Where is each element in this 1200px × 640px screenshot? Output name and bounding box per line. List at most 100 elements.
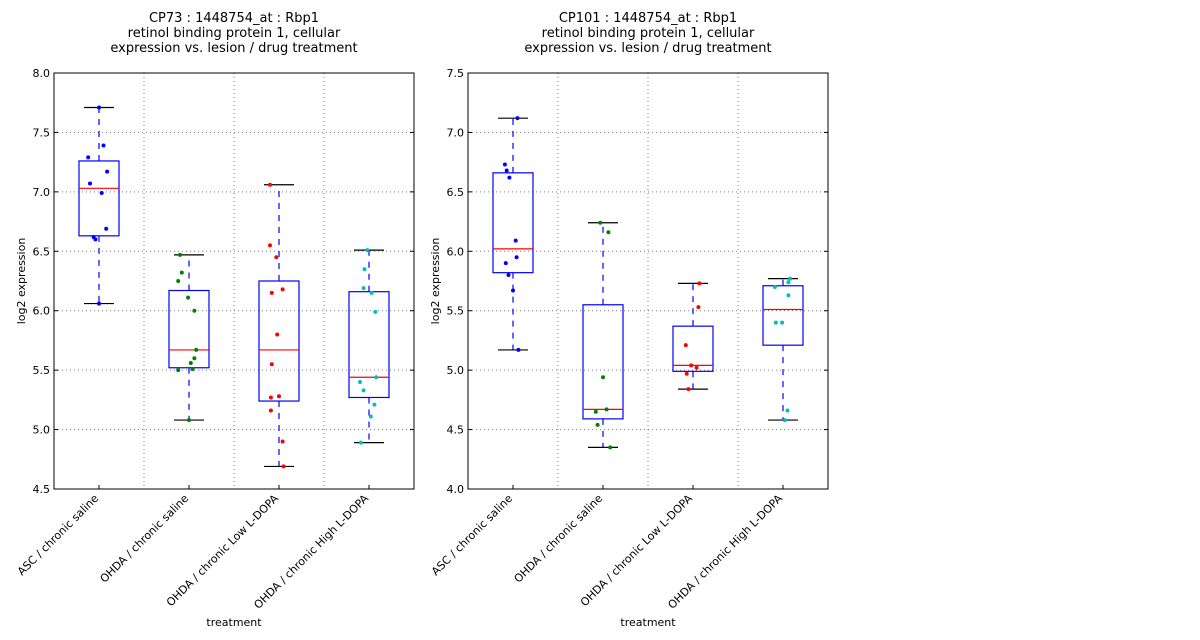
data-point [361,388,366,393]
data-point [372,402,377,407]
data-point [188,361,193,366]
y-tick-label: 7.0 [447,126,465,139]
data-point [782,418,787,423]
data-point [268,182,272,187]
box-group [492,116,534,352]
data-point [514,255,519,260]
data-point [684,371,689,376]
data-point [697,281,702,286]
box-group [348,248,390,445]
data-point [696,305,701,310]
data-point [274,255,279,260]
data-point [358,440,363,445]
data-point [97,301,101,306]
data-point [503,261,508,266]
data-point [595,422,600,427]
data-point [502,162,507,167]
data-point [365,248,370,253]
data-point [178,252,182,257]
y-tick-label: 4.5 [447,424,465,437]
box-iqr [258,280,300,402]
data-point [773,320,778,325]
y-tick-label: 5.5 [447,305,465,318]
data-point [190,366,195,371]
data-point [686,387,691,392]
data-point [604,407,609,412]
data-point [176,279,181,283]
box-group [258,182,300,469]
data-point [194,347,199,352]
box-group [168,252,210,423]
data-point [506,273,511,278]
chart-title-line: CP73 : 1448754_at : Rbp1 [149,11,319,26]
x-axis-label: treatment [620,616,676,629]
data-point [280,439,285,444]
box-iqr [78,160,120,237]
data-point [593,409,598,414]
box-iqr [672,325,714,372]
box-group [672,281,714,392]
data-point [368,414,373,419]
y-tick-label: 6.0 [447,245,465,258]
box-group [582,220,624,450]
data-point [361,286,366,291]
y-tick-label: 8.0 [33,67,51,80]
y-tick-label: 5.0 [33,424,51,437]
data-point [786,293,791,298]
data-point [362,267,367,272]
data-point [788,276,793,281]
box-iqr [582,304,624,420]
data-point [99,191,104,196]
y-tick-label: 7.5 [33,126,51,139]
data-point [280,287,285,292]
data-point [786,280,791,285]
data-point [179,270,184,275]
data-point [608,445,613,450]
data-point [104,226,109,231]
data-point [268,408,273,413]
y-tick-label: 4.0 [447,483,465,496]
data-point [516,347,521,352]
data-point [780,320,785,325]
data-point [507,175,512,180]
data-point [511,288,515,293]
box-group [78,105,120,306]
chart-title-line: expression vs. lesion / drug treatment [524,41,771,56]
chart-title-line: CP101 : 1448754_at : Rbp1 [559,11,737,26]
data-point [268,395,273,400]
y-tick-label: 6.0 [33,305,51,318]
chart-title-line: retinol binding protein 1, cellular [542,26,755,41]
plot-frame [53,72,415,490]
x-axis-label: treatment [206,616,262,629]
box-iqr [348,291,390,399]
y-tick-label: 5.0 [447,364,465,377]
data-point [358,380,362,385]
data-point [601,375,605,380]
data-point [93,237,98,242]
data-point [513,238,518,243]
data-point [186,295,191,300]
data-point [374,375,379,380]
data-point [373,309,378,314]
x-tick-label: OHDA / chronic saline [512,492,606,586]
data-point [269,362,274,367]
data-point [101,143,106,148]
data-point [683,343,688,348]
data-point [88,181,92,186]
data-point [515,116,520,121]
y-tick-label: 6.5 [447,186,465,199]
box-iqr [168,289,210,369]
data-point [772,284,777,289]
y-tick-label: 7.5 [447,67,465,80]
data-point [268,243,272,248]
x-tick-label: ASC / chronic saline [429,492,515,578]
data-point [598,220,603,225]
x-tick-label: ASC / chronic saline [15,492,101,578]
data-point [281,464,286,469]
data-point [97,105,101,110]
data-point [187,418,191,423]
data-point [176,368,181,373]
